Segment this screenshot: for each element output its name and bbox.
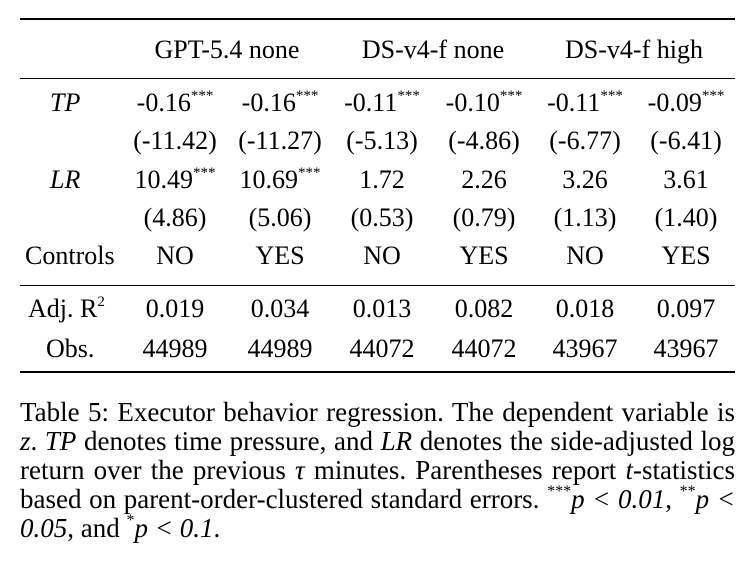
- table-cell: 0.097: [656, 294, 716, 323]
- table-cell: 44072: [349, 334, 415, 363]
- header-ds-none: DS-v4-f none: [361, 35, 505, 64]
- table-cell: (0.79): [452, 203, 516, 232]
- table-cell: 0.013: [352, 294, 412, 323]
- table-cell: 44989: [247, 334, 313, 363]
- header-rule: [20, 78, 735, 79]
- top-rule: [20, 18, 735, 20]
- table-cell: YES: [661, 241, 711, 270]
- table-cell: (-6.77): [549, 126, 621, 155]
- table-cell: 0.019: [145, 294, 205, 323]
- table-cell: YES: [255, 241, 305, 270]
- row-label-tp: TP: [50, 88, 81, 117]
- table-cell: 10.69***: [239, 165, 321, 194]
- table-cell: (-5.13): [346, 126, 418, 155]
- header-ds-high: DS-v4-f high: [565, 35, 703, 64]
- table-cell: 0.034: [250, 294, 310, 323]
- table-cell: 43967: [552, 334, 618, 363]
- table-cell: NO: [363, 241, 401, 270]
- table-cell: (-4.86): [448, 126, 520, 155]
- table-cell: NO: [156, 241, 194, 270]
- table-cell: -0.11***: [547, 88, 623, 117]
- table-cell: -0.09***: [647, 88, 725, 117]
- table-cell: YES: [459, 241, 509, 270]
- table-cell: -0.10***: [445, 88, 523, 117]
- bottom-rule: [20, 371, 735, 373]
- table-cell: 44989: [142, 334, 208, 363]
- table-cell: -0.16***: [241, 88, 319, 117]
- header-gpt-none: GPT-5.4 none: [154, 35, 300, 64]
- table-cell: 10.49***: [134, 165, 216, 194]
- table-cell: 44072: [451, 334, 517, 363]
- row-label-lr: LR: [50, 165, 81, 194]
- row-label-controls: Controls: [25, 241, 115, 270]
- table-cell: -0.16***: [136, 88, 214, 117]
- table-cell: (5.06): [248, 203, 312, 232]
- table-cell: (4.86): [143, 203, 207, 232]
- table-cell: NO: [566, 241, 604, 270]
- table-caption: Table 5: Executor behavior regression. T…: [20, 397, 735, 543]
- table-cell: 0.018: [555, 294, 615, 323]
- table-cell: 0.082: [454, 294, 514, 323]
- table-cell: 43967: [653, 334, 719, 363]
- row-label-adj-r2: Adj. R2: [28, 294, 105, 323]
- row-label-obs: Obs.: [46, 334, 95, 363]
- table-cell: 2.26: [461, 165, 507, 194]
- table-cell: 3.26: [562, 165, 608, 194]
- table-cell: 1.72: [359, 165, 405, 194]
- middle-rule: [20, 285, 735, 286]
- table-cell: (1.13): [553, 203, 617, 232]
- table-cell: (0.53): [350, 203, 414, 232]
- table-cell: (-11.27): [238, 126, 322, 155]
- table-cell: (-11.42): [133, 126, 217, 155]
- table-cell: (1.40): [654, 203, 718, 232]
- table-cell: (-6.41): [650, 126, 722, 155]
- table-cell: -0.11***: [344, 88, 420, 117]
- table-cell: 3.61: [663, 165, 709, 194]
